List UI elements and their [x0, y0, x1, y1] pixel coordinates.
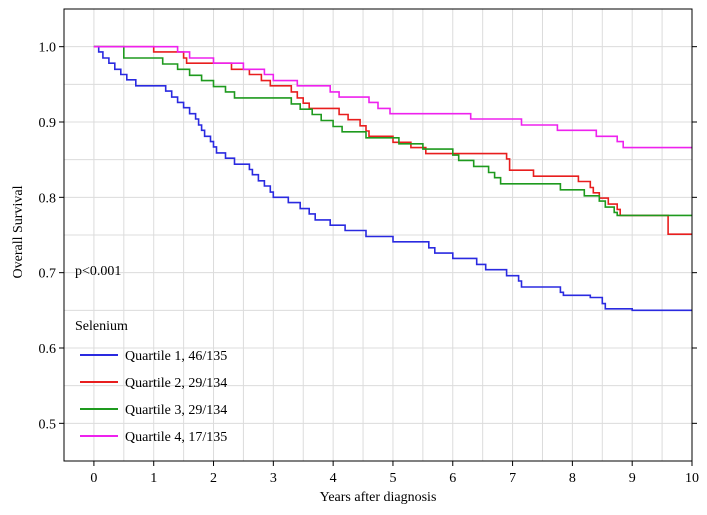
legend-title: Selenium [75, 319, 128, 334]
legend-label-q2: Quartile 2, 29/134 [125, 376, 227, 391]
y-axis-label: Overall Survival [11, 185, 26, 278]
x-tick-label: 4 [330, 471, 337, 486]
y-tick-label: 0.8 [39, 191, 57, 206]
y-tick-label: 0.5 [39, 417, 57, 432]
x-tick-label: 9 [629, 471, 636, 486]
series-line-q4 [93, 45, 692, 149]
y-tick-label: 0.9 [39, 116, 57, 131]
legend-label-q4: Quartile 4, 17/135 [125, 430, 227, 445]
x-axis-label: Years after diagnosis [320, 490, 437, 505]
y-tick-label: 1.0 [39, 41, 57, 56]
legend-label-q1: Quartile 1, 46/135 [125, 349, 227, 364]
plot-frame [63, 8, 693, 462]
x-tick-label: 2 [210, 471, 217, 486]
series-group [93, 45, 692, 312]
x-tick-label: 3 [270, 471, 277, 486]
x-tick-label: 10 [685, 471, 699, 486]
axis-ticks: 0.5 0.6 0.7 0.8 0.9 1.0 0 1 2 3 4 5 6 7 8 9 10 [39, 41, 700, 486]
legend: Quartile 1, 46/135 Quartile 2, 29/134 Qu… [80, 349, 227, 445]
series-line-q1 [93, 45, 692, 312]
x-tick-label: 5 [389, 471, 396, 486]
p-value-annotation: p<0.001 [75, 264, 121, 279]
series-line-q2 [93, 45, 692, 235]
x-tick-label: 7 [509, 471, 516, 486]
series-line-q3 [93, 45, 692, 217]
x-tick-label: 1 [150, 471, 157, 486]
x-tick-label: 0 [90, 471, 97, 486]
y-tick-label: 0.7 [39, 267, 57, 282]
x-tick-label: 8 [569, 471, 576, 486]
y-tick-label: 0.6 [39, 342, 57, 357]
legend-label-q3: Quartile 3, 29/134 [125, 403, 227, 418]
x-tick-label: 6 [449, 471, 456, 486]
